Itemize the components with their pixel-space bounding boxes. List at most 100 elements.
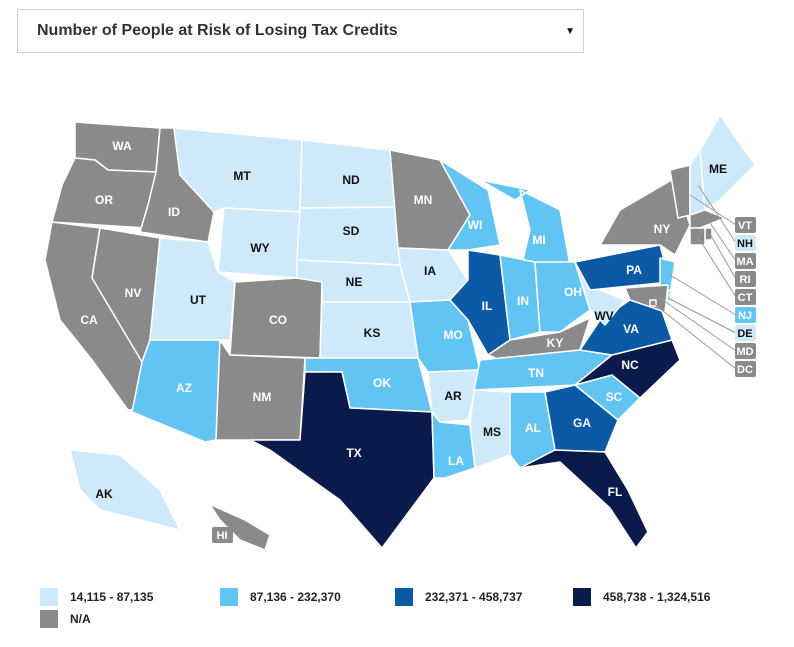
- legend-swatch: [40, 588, 58, 606]
- state-label-pa: PA: [626, 263, 642, 277]
- metric-dropdown-label: Number of People at Risk of Losing Tax C…: [37, 22, 398, 39]
- svg-text:NJ: NJ: [738, 310, 752, 322]
- leader-line: [697, 236, 737, 298]
- state-label-sc: SC: [606, 390, 623, 404]
- state-label-oh: OH: [564, 285, 582, 299]
- state-label-ok: OK: [373, 376, 391, 390]
- state-label-fl: FL: [608, 485, 623, 499]
- state-tag-ma[interactable]: MA: [735, 253, 756, 269]
- state-label-ar: AR: [444, 389, 462, 403]
- state-label-la: LA: [448, 454, 464, 468]
- legend-item-bin4: 458,738 - 1,324,516: [573, 588, 710, 606]
- state-label-wy: WY: [250, 241, 269, 255]
- state-label-wa: WA: [112, 139, 132, 153]
- state-label-tn: TN: [528, 366, 544, 380]
- svg-text:CT: CT: [738, 292, 753, 304]
- legend-item-bin2: 87,136 - 232,370: [220, 588, 341, 606]
- state-label-ia: IA: [424, 264, 436, 278]
- state-label-ne: NE: [346, 275, 363, 289]
- svg-text:HI: HI: [217, 530, 228, 542]
- legend-label: 458,738 - 1,324,516: [603, 590, 711, 604]
- state-tag-md[interactable]: MD: [735, 343, 756, 359]
- legend-swatch: [395, 588, 413, 606]
- legend-swatch: [573, 588, 591, 606]
- state-label-ms: MS: [483, 425, 501, 439]
- svg-text:RI: RI: [740, 274, 751, 286]
- legend-label: N/A: [70, 612, 91, 626]
- state-fl[interactable]: [519, 449, 649, 549]
- legend-swatch: [220, 588, 238, 606]
- state-tx[interactable]: [249, 371, 435, 549]
- leader-line: [669, 274, 737, 316]
- state-label-nd: ND: [342, 173, 360, 187]
- state-tag-nh[interactable]: NH: [735, 235, 756, 251]
- leader-line: [659, 297, 737, 352]
- leader-line: [709, 233, 737, 280]
- leader-line: [667, 297, 737, 334]
- legend-item-na: N/A: [40, 610, 91, 628]
- state-ar[interactable]: [427, 369, 481, 423]
- state-ak[interactable]: [69, 449, 181, 531]
- chevron-down-icon: ▼: [565, 25, 575, 37]
- state-pa[interactable]: [574, 244, 671, 291]
- state-label-il: IL: [482, 299, 493, 313]
- state-tag-de[interactable]: DE: [735, 325, 756, 341]
- state-ct[interactable]: [689, 227, 706, 246]
- state-label-ky: KY: [547, 336, 564, 350]
- state-tag-vt[interactable]: VT: [735, 217, 756, 233]
- state-hi[interactable]: [199, 499, 271, 551]
- legend-swatch: [40, 610, 58, 628]
- state-tag-ri[interactable]: RI: [735, 271, 756, 287]
- state-label-va: VA: [623, 322, 639, 336]
- state-label-me: ME: [709, 162, 727, 176]
- state-ms[interactable]: [469, 389, 511, 469]
- state-label-id: ID: [168, 205, 180, 219]
- state-ri[interactable]: [704, 227, 713, 241]
- state-label-ga: GA: [573, 416, 591, 430]
- state-label-or: OR: [95, 193, 113, 207]
- metric-dropdown[interactable]: Number of People at Risk of Losing Tax C…: [17, 9, 584, 53]
- state-label-wv: WV: [594, 309, 613, 323]
- svg-text:DC: DC: [737, 364, 753, 376]
- state-label-wi: WI: [468, 218, 483, 232]
- svg-text:VT: VT: [738, 220, 752, 232]
- state-label-co: CO: [269, 313, 287, 327]
- state-me[interactable]: [699, 114, 756, 211]
- legend-label: 232,371 - 458,737: [425, 590, 523, 604]
- state-label-mi: MI: [532, 233, 545, 247]
- state-label-ak: AK: [95, 487, 113, 501]
- map-legend: 14,115 - 87,135 87,136 - 232,370 232,371…: [40, 588, 780, 638]
- legend-label: 14,115 - 87,135: [70, 590, 154, 604]
- legend-item-bin3: 232,371 - 458,737: [395, 588, 522, 606]
- svg-text:MA: MA: [736, 256, 753, 268]
- state-tag-nj[interactable]: NJ: [735, 307, 756, 323]
- state-label-mt: MT: [233, 169, 251, 183]
- state-label-az: AZ: [176, 381, 192, 395]
- state-tag-ct[interactable]: CT: [735, 289, 756, 305]
- state-label-nm: NM: [253, 390, 272, 404]
- state-oh[interactable]: [534, 261, 591, 333]
- leader-line: [707, 219, 737, 262]
- svg-text:NH: NH: [737, 238, 753, 250]
- state-label-al: AL: [525, 421, 541, 435]
- leader-line: [652, 302, 737, 370]
- state-label-mo: MO: [443, 328, 462, 342]
- legend-label: 87,136 - 232,370: [250, 590, 341, 604]
- state-label-ca: CA: [80, 313, 98, 327]
- svg-text:MD: MD: [736, 346, 753, 358]
- state-tag-dc[interactable]: DC: [735, 361, 756, 377]
- state-tag-hi[interactable]: HI: [212, 527, 233, 543]
- state-label-nv: NV: [125, 286, 142, 300]
- state-label-in: IN: [517, 294, 529, 308]
- svg-text:DE: DE: [737, 328, 752, 340]
- leader-line: [689, 194, 737, 226]
- state-label-ut: UT: [190, 293, 207, 307]
- state-label-nc: NC: [621, 358, 639, 372]
- state-label-tx: TX: [346, 446, 361, 460]
- state-label-mn: MN: [414, 193, 433, 207]
- state-label-ny: NY: [654, 222, 671, 236]
- state-label-ks: KS: [364, 326, 381, 340]
- leader-line: [697, 184, 737, 244]
- state-ga[interactable]: [544, 384, 619, 453]
- state-ma[interactable]: [689, 209, 726, 229]
